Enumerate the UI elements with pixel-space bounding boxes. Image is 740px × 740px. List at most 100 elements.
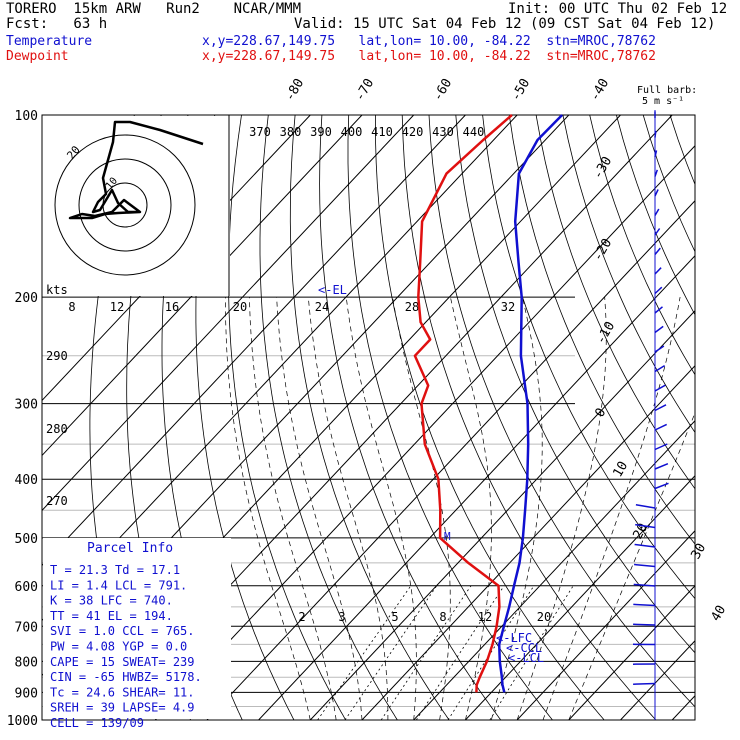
- dry-adiabat-label: 270: [46, 494, 68, 508]
- parcel-row: CELL = 139/09: [50, 716, 144, 730]
- wind-barb: [634, 563, 656, 568]
- mixing-ratio-line: [317, 585, 412, 720]
- hodograph-bg: [43, 116, 230, 296]
- moist-adiabat: [249, 297, 337, 720]
- mixing-ratio-line: [447, 585, 535, 720]
- hodograph-speed-label: 8: [68, 300, 75, 314]
- barb-legend-units: 5 m s⁻¹: [642, 96, 684, 107]
- parcel-row: T = 21.3 Td = 17.1: [50, 563, 180, 577]
- dry-adiabat: [428, 115, 695, 708]
- hodograph-trace: [68, 120, 204, 220]
- isotherm-label: -80: [282, 76, 307, 104]
- wind-barb: [654, 463, 669, 470]
- wind-barb: [635, 503, 656, 509]
- wind-barb: [654, 364, 665, 373]
- el-label: <-EL: [318, 283, 347, 297]
- pressure-label-100: 100: [15, 109, 38, 124]
- theta-label: 440: [463, 125, 485, 139]
- wind-barb: [654, 384, 666, 392]
- wind-barb: [654, 130, 657, 138]
- isotherm: [309, 310, 695, 720]
- dewpoint-location: x,y=228.67,149.75 lat,lon= 10.00, -84.22…: [202, 49, 656, 64]
- mixing-ratio-label: 8: [439, 610, 446, 624]
- wind-barb: [654, 169, 659, 177]
- theta-label: 400: [341, 125, 363, 139]
- theta-label: 370: [249, 125, 271, 139]
- moist-adiabat: [225, 297, 311, 720]
- hodograph-ring: [54, 134, 196, 276]
- wind-barb: [635, 523, 656, 529]
- dry-adiabat: [228, 115, 347, 720]
- theta-label: 390: [310, 125, 332, 139]
- temperature-location: x,y=228.67,149.75 lat,lon= 10.00, -84.22…: [202, 34, 656, 49]
- moist-adiabat: [345, 297, 417, 720]
- temperature-legend: Temperature: [6, 34, 93, 49]
- dry-adiabat: [289, 115, 450, 720]
- isotherm: [516, 530, 695, 720]
- isotherm: [42, 115, 363, 457]
- parcel-title: Parcel Info: [87, 541, 173, 556]
- isotherm: [258, 255, 695, 720]
- ccl-label: <-CCL: [506, 641, 542, 655]
- dry-adiabat: [669, 115, 695, 186]
- isotherm: [206, 200, 695, 720]
- dry-adiabat: [319, 115, 502, 720]
- wind-barb: [654, 267, 662, 275]
- parcel-row: CIN = -65 HWBZ= 5178.: [50, 670, 202, 684]
- isotherm-label: -50: [508, 76, 533, 104]
- hodograph-speed-label: 16: [165, 300, 179, 314]
- theta-label: 420: [402, 125, 424, 139]
- parcel-row: SVI = 1.0 CCL = 765.: [50, 624, 195, 638]
- isotherm-label: 30: [688, 541, 709, 562]
- parcel-row: CAPE = 15 SWEAT= 239: [50, 655, 195, 669]
- isotherm-label: 0: [592, 406, 609, 420]
- wind-barb: [633, 603, 656, 607]
- dry-adiabat: [375, 115, 605, 720]
- isotherm-label: -30: [590, 154, 615, 182]
- wind-barb: [654, 247, 661, 255]
- dry-adiabat: [482, 115, 695, 600]
- isotherm: [671, 695, 695, 720]
- wind-barb: [654, 189, 659, 197]
- mixing-ratio-label: 20: [537, 610, 551, 624]
- pressure-label-700: 700: [15, 620, 38, 635]
- isotherm-label: -70: [352, 76, 377, 104]
- dewpoint-trace: [413, 114, 513, 693]
- run-title: TORERO 15km ARW Run2 NCAR/MMM: [6, 1, 302, 17]
- dry-adiabat: [589, 115, 695, 376]
- pressure-label-400: 400: [15, 473, 38, 488]
- parcel-row: SREH = 39 LAPSE= 4.9: [50, 701, 195, 715]
- isotherm-label: 10: [610, 459, 631, 480]
- barb-legend-title: Full barb:: [637, 85, 697, 96]
- forecast-hour: Fcst: 63 h: [6, 16, 108, 32]
- dry-adiabat: [508, 115, 695, 545]
- wind-barb: [654, 423, 668, 431]
- hodograph-speed-label: 12: [110, 300, 124, 314]
- wind-barb: [654, 443, 668, 451]
- m-label: M: [444, 530, 451, 543]
- isotherm: [154, 145, 695, 720]
- dry-adiabat: [259, 115, 398, 720]
- isotherm: [413, 420, 695, 720]
- wind-barb: [633, 623, 656, 626]
- dry-adiabat-label: 280: [46, 422, 68, 436]
- dry-adiabat: [724, 115, 740, 720]
- hodograph-speed-label: 28: [405, 300, 419, 314]
- theta-label: 380: [280, 125, 302, 139]
- plot-area: [42, 115, 740, 720]
- wind-barb: [654, 404, 667, 412]
- isotherm: [42, 115, 466, 567]
- wind-barb: [654, 325, 664, 334]
- isotherm: [361, 365, 695, 720]
- hodograph-speed-label: 20: [233, 300, 247, 314]
- moist-adiabat: [276, 297, 363, 720]
- mixing-ratio-label: 3: [338, 610, 345, 624]
- mixing-ratio-label: 2: [298, 610, 305, 624]
- dry-adiabat: [535, 115, 695, 490]
- hodograph-speed-label: 24: [315, 300, 329, 314]
- isotherm: [42, 115, 415, 512]
- isotherm-label: -20: [590, 236, 615, 264]
- parcel-row: PW = 4.08 YGP = 0.0: [50, 640, 187, 654]
- pressure-label-1000: 1000: [7, 714, 38, 729]
- isotherm-label: -40: [587, 76, 612, 104]
